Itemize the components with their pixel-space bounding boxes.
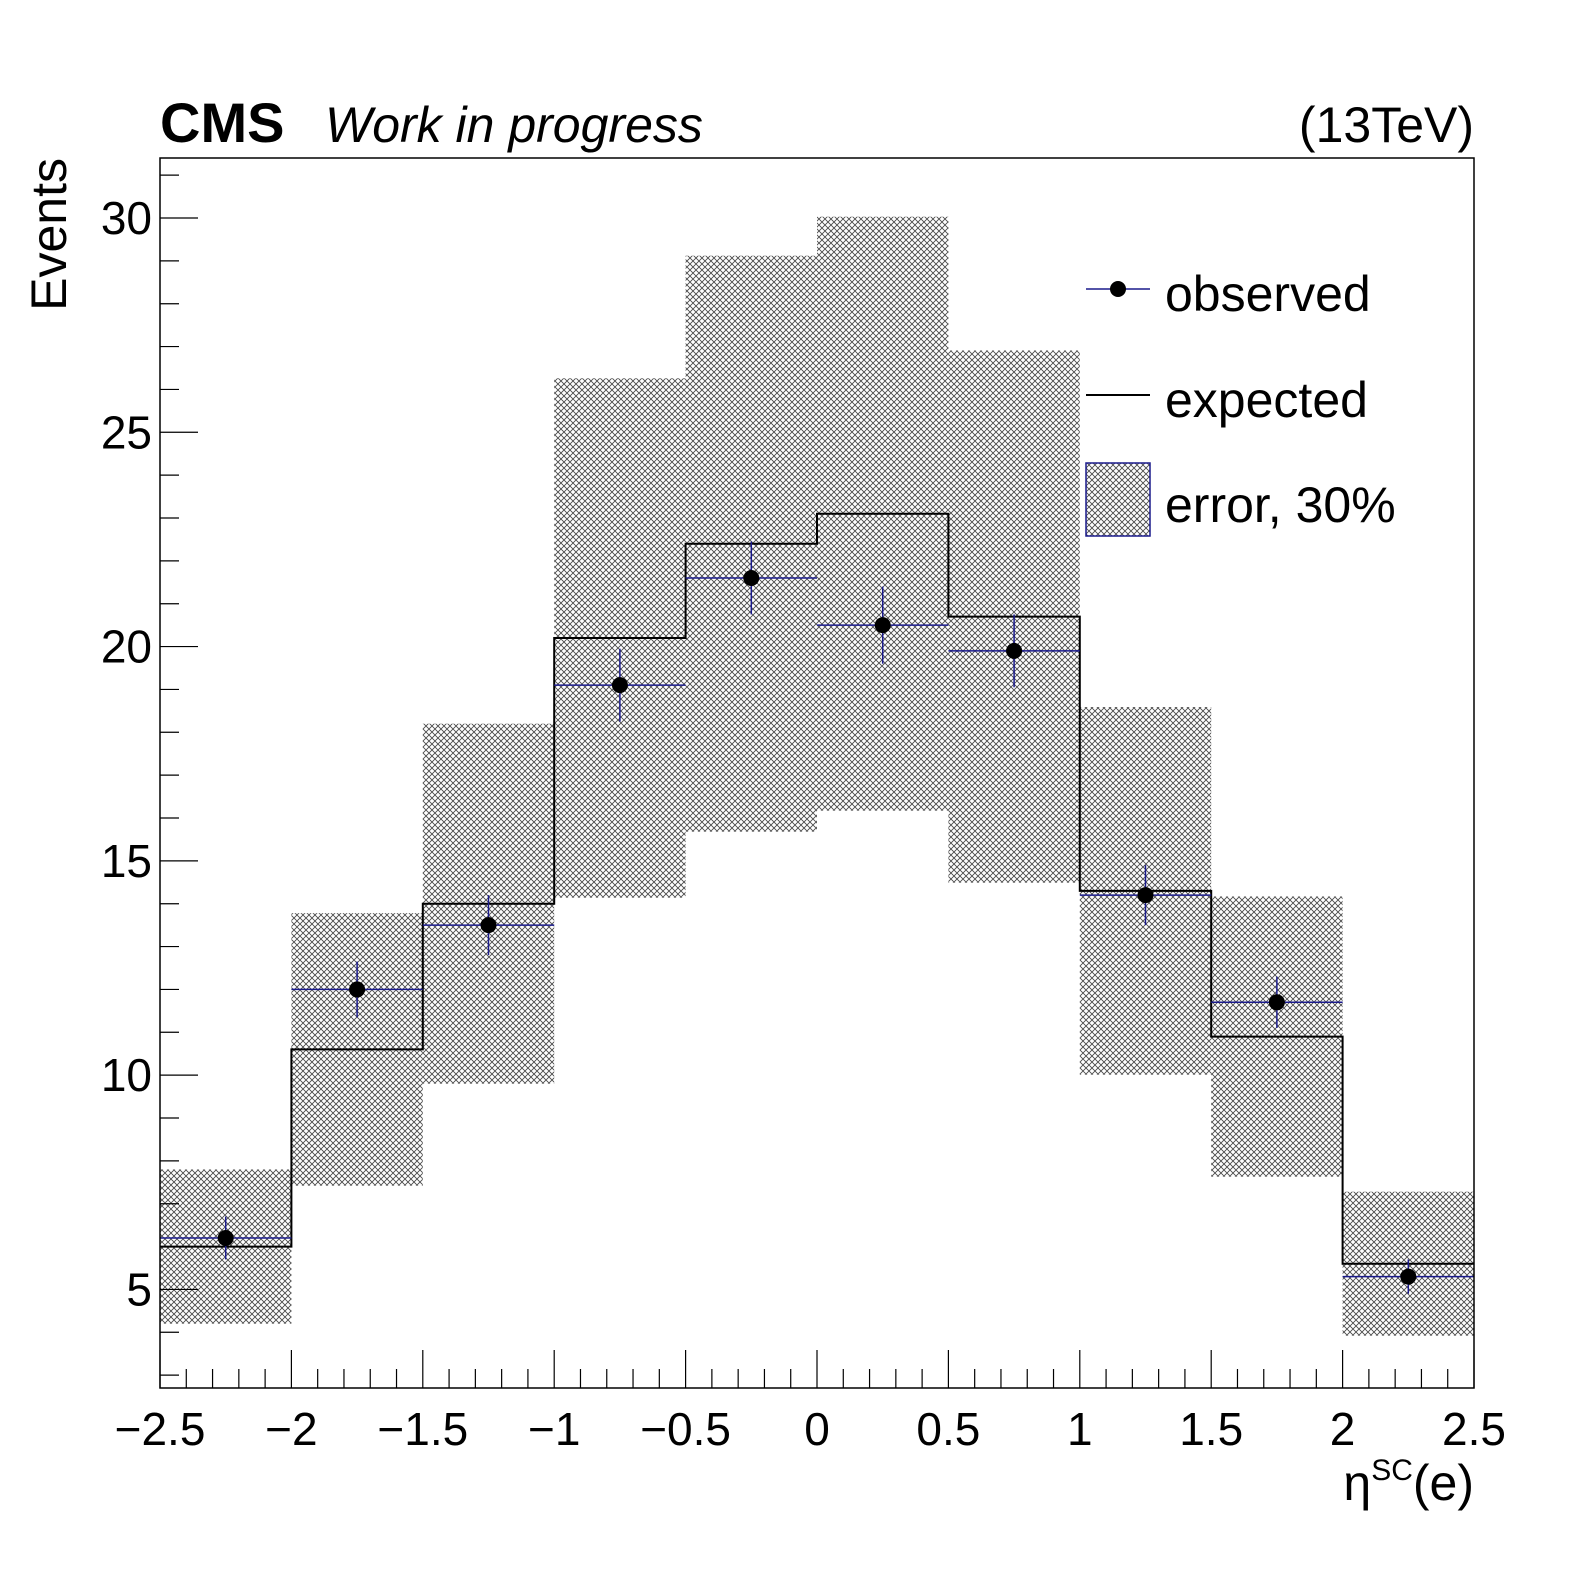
legend-observed-label: observed bbox=[1165, 266, 1371, 322]
expected-line bbox=[160, 512, 1474, 1265]
x-tick-label: 0.5 bbox=[916, 1403, 980, 1455]
x-tick-label: 1.5 bbox=[1179, 1403, 1243, 1455]
y-tick-label: 25 bbox=[101, 406, 152, 458]
x-ticks: −2.5 −2 −1.5 −1 −0.5 0 0.5 1 1.5 2 2.5 bbox=[115, 1350, 1506, 1455]
x-tick-label: −2.5 bbox=[115, 1403, 206, 1455]
y-tick-label: 20 bbox=[101, 621, 152, 673]
observed-point bbox=[217, 1230, 234, 1246]
x-axis-title-tail: (e) bbox=[1413, 1455, 1474, 1511]
energy-label: (13TeV) bbox=[1299, 97, 1474, 153]
observed-point bbox=[1268, 994, 1285, 1011]
expected-layer bbox=[160, 512, 1474, 1265]
experiment-label: CMS bbox=[160, 91, 284, 154]
x-tick-label: −1 bbox=[528, 1403, 580, 1455]
x-tick-label: −0.5 bbox=[640, 1403, 731, 1455]
y-tick-label: 10 bbox=[101, 1049, 152, 1101]
x-tick-label: −2 bbox=[265, 1403, 317, 1455]
observed-point bbox=[349, 981, 366, 998]
x-axis-title-main: η bbox=[1343, 1455, 1371, 1511]
status-label: Work in progress bbox=[325, 97, 703, 153]
y-ticks: 5 10 15 20 25 30 bbox=[101, 174, 198, 1376]
observed-point bbox=[1006, 642, 1023, 659]
observed-point bbox=[480, 917, 497, 934]
x-tick-label: 2.5 bbox=[1442, 1403, 1506, 1455]
legend: observed expected error, 30% bbox=[1085, 266, 1396, 537]
y-tick-label: 15 bbox=[101, 835, 152, 887]
legend-expected-label: expected bbox=[1165, 372, 1368, 428]
legend-error-label: error, 30% bbox=[1165, 477, 1396, 533]
y-tick-label: 30 bbox=[101, 192, 152, 244]
x-axis-title-sup: SC bbox=[1371, 1454, 1413, 1487]
x-tick-label: −1.5 bbox=[377, 1403, 468, 1455]
y-axis-title: Events bbox=[21, 158, 77, 311]
x-axis-title: ηSC(e) bbox=[1343, 1454, 1474, 1511]
observed-point bbox=[611, 677, 628, 694]
observed-point bbox=[1137, 887, 1154, 904]
observed-point bbox=[743, 570, 760, 586]
x-tick-label: 0 bbox=[804, 1403, 830, 1455]
observed-layer bbox=[160, 541, 1474, 1294]
x-tick-label: 2 bbox=[1330, 1403, 1356, 1455]
observed-point bbox=[874, 617, 891, 634]
legend-error-swatch bbox=[1085, 462, 1151, 537]
observed-point bbox=[1400, 1268, 1417, 1285]
legend-observed-marker bbox=[1110, 281, 1126, 297]
y-tick-label: 5 bbox=[126, 1263, 152, 1315]
x-tick-label: 1 bbox=[1067, 1403, 1093, 1455]
